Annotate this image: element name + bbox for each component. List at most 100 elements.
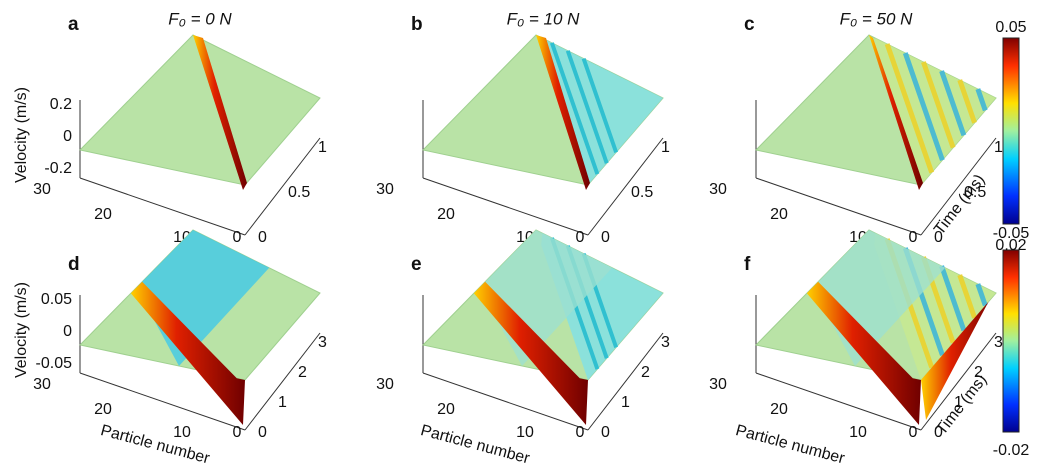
time-tick-label: 2	[974, 364, 983, 381]
panel-label: a	[68, 14, 79, 35]
velocity-tick-label: -0.2	[44, 160, 72, 177]
surface-ridge	[806, 281, 921, 425]
axis-line	[755, 372, 922, 431]
surface	[79, 34, 321, 186]
particle-tick-label: 10	[516, 424, 534, 441]
axis-line	[587, 137, 664, 236]
particle-tick-label: 30	[376, 181, 394, 198]
velocity-tick-label: 0	[63, 323, 72, 340]
particle-tick-label: 0	[233, 424, 242, 441]
axis-line	[79, 177, 246, 236]
colorbar-max: 0.02	[995, 237, 1026, 254]
axis-line	[422, 177, 589, 236]
panel-label: b	[411, 14, 423, 35]
particle-tick-label: 10	[849, 424, 867, 441]
particle-axis-label: Particle number	[419, 422, 532, 468]
time-tick-label: 0	[934, 229, 943, 246]
time-tick-label: 3	[994, 334, 1003, 351]
time-tick-label: 0	[258, 424, 267, 441]
velocity-tick-label: 0	[63, 128, 72, 145]
time-tick-label: 0	[601, 229, 610, 246]
colorbar-min: -0.05	[993, 225, 1030, 242]
surface-region	[874, 38, 996, 186]
velocity-tick-label: 0.2	[50, 96, 72, 113]
particle-tick-label: 10	[173, 424, 191, 441]
time-tick-label: 1	[994, 139, 1003, 156]
panel-title: F₀ = 10 N	[507, 9, 581, 28]
surface-ridge	[869, 35, 923, 190]
velocity-tick-label: -0.05	[36, 355, 73, 372]
velocity-tick-label: 0.05	[41, 291, 72, 308]
colorbar	[1002, 37, 1020, 225]
particle-tick-label: 30	[33, 181, 51, 198]
time-tick-label: 0	[601, 424, 610, 441]
axis-line	[755, 177, 922, 236]
panel-title: F₀ = 50 N	[840, 9, 914, 28]
time-tick-label: 3	[661, 334, 670, 351]
wave-stripe	[921, 61, 956, 149]
time-tick-label: 3	[318, 334, 327, 351]
axis-line	[920, 332, 997, 431]
particle-tick-label: 20	[770, 206, 788, 223]
time-axis-label: Time (ms)	[931, 171, 988, 238]
colorbar	[1002, 249, 1020, 433]
surface-ridge	[473, 281, 588, 425]
particle-tick-label: 0	[909, 424, 918, 441]
axis-line	[422, 372, 589, 431]
axis-line	[79, 372, 246, 431]
axis-line	[244, 332, 321, 431]
panel-title: F₀ = 0 N	[168, 9, 232, 28]
surface-ridge	[130, 281, 245, 425]
particle-tick-label: 0	[576, 424, 585, 441]
wave-stripe	[565, 50, 609, 164]
time-tick-label: 1	[621, 394, 630, 411]
surface-ridge	[193, 35, 247, 190]
particle-tick-label: 30	[33, 376, 51, 393]
colorbar-max: 0.05	[995, 19, 1026, 36]
particle-tick-label: 30	[376, 376, 394, 393]
time-tick-label: 1	[661, 139, 670, 156]
wave-stripe	[549, 42, 600, 175]
axis-line	[920, 137, 997, 236]
axis-line	[244, 137, 321, 236]
time-tick-label: 0	[934, 424, 943, 441]
wave-stripe	[939, 265, 967, 332]
axis-line	[587, 332, 664, 431]
time-tick-label: 0	[258, 229, 267, 246]
velocity-axis-label: Velocity (m/s)	[13, 87, 30, 183]
time-tick-label: 0.5	[964, 184, 986, 201]
colorbar-min: -0.02	[993, 442, 1030, 459]
time-tick-label: 0.5	[288, 184, 310, 201]
surface-ridge	[921, 293, 996, 420]
time-tick-label: 1	[954, 394, 963, 411]
time-tick-label: 2	[641, 364, 650, 381]
panel-label: e	[411, 254, 422, 275]
velocity-axis-label: Velocity (m/s)	[13, 282, 30, 378]
particle-tick-label: 20	[437, 206, 455, 223]
wave-stripe	[975, 283, 988, 307]
particle-tick-label: 20	[94, 401, 112, 418]
wave-stripe	[957, 79, 977, 124]
particle-tick-label: 0	[233, 229, 242, 246]
time-tick-label: 1	[318, 139, 327, 156]
particle-tick-label: 0	[576, 229, 585, 246]
wave-stripe	[957, 274, 977, 319]
wave-stripe	[581, 57, 619, 154]
panel-label: d	[68, 254, 80, 275]
particle-tick-label: 30	[709, 181, 727, 198]
panel-label: c	[744, 14, 755, 35]
time-tick-label: 1	[278, 394, 287, 411]
wave-stripe	[939, 70, 967, 137]
particle-axis-label: Particle number	[99, 422, 212, 468]
particle-tick-label: 20	[770, 401, 788, 418]
wave-stripe	[975, 88, 988, 112]
surface-ridge	[536, 35, 590, 190]
time-tick-label: 2	[298, 364, 307, 381]
particle-tick-label: 0	[909, 229, 918, 246]
